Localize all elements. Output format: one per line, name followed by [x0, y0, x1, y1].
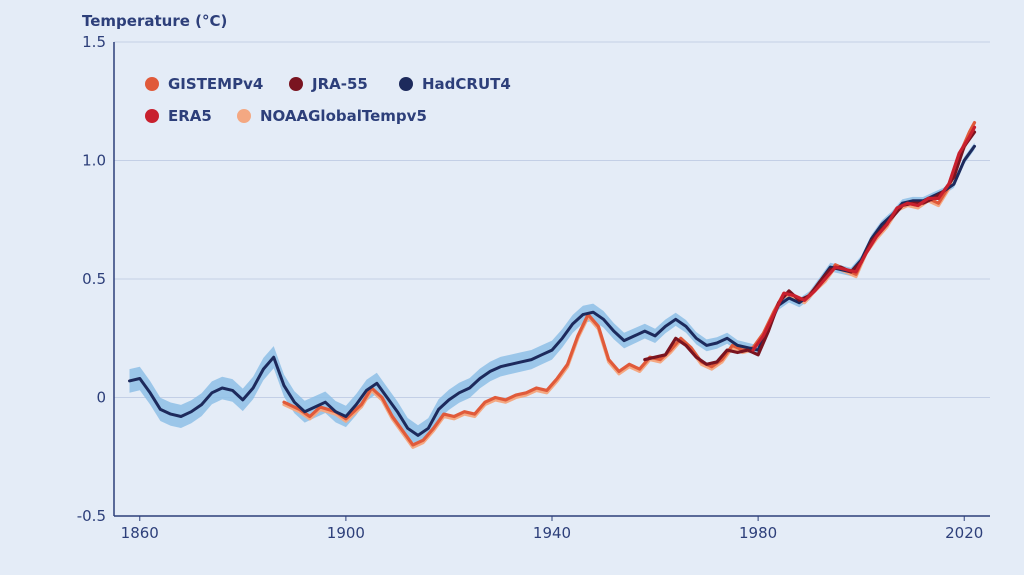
legend-item-era5: ERA5 — [145, 107, 212, 125]
y-axis-title: Temperature (°C) — [82, 12, 227, 30]
legend-swatch — [145, 109, 159, 123]
legend-item-noaaglobaltempv5: NOAAGlobalTempv5 — [237, 107, 427, 125]
legend-swatch — [289, 77, 303, 91]
hadcrut4-uncertainty-band — [129, 142, 975, 446]
x-tick-label: 1860 — [121, 524, 159, 542]
x-tick-label: 1980 — [739, 524, 777, 542]
series-line-jra-55 — [643, 130, 977, 366]
legend-item-gistempv4: GISTEMPv4 — [145, 75, 263, 93]
legend-label: JRA-55 — [311, 75, 368, 93]
uncertainty-band — [129, 142, 975, 446]
y-tick-label: 0.5 — [82, 270, 106, 288]
legend-swatch — [237, 109, 251, 123]
legend-item-jra-55: JRA-55 — [289, 75, 368, 93]
legend-label: NOAAGlobalTempv5 — [260, 107, 427, 125]
series-line-era5 — [751, 125, 977, 352]
legend: GISTEMPv4 JRA-55 HadCRUT4 ERA5 NOAAGlobalTem… — [145, 75, 511, 125]
x-tick-label: 2020 — [945, 524, 983, 542]
grid — [114, 41, 990, 398]
x-tick-label: 1940 — [533, 524, 571, 542]
legend-swatch — [399, 77, 413, 91]
legend-swatch — [145, 77, 159, 91]
y-tick-label: -0.5 — [77, 507, 106, 525]
y-tick-label: 1.5 — [82, 33, 106, 51]
legend-item-hadcrut4: HadCRUT4 — [399, 75, 511, 93]
legend-label: GISTEMPv4 — [168, 75, 263, 93]
y-tick-label: 1.0 — [82, 152, 106, 170]
y-tick-label: 0 — [96, 389, 106, 407]
series-lines — [128, 120, 977, 449]
legend-label: ERA5 — [168, 107, 212, 125]
tick-labels: -0.5 0 0.5 1.0 1.5 1860 1900 1940 1980 2020 — [77, 33, 984, 542]
x-tick-label: 1900 — [327, 524, 365, 542]
legend-label: HadCRUT4 — [422, 75, 511, 93]
